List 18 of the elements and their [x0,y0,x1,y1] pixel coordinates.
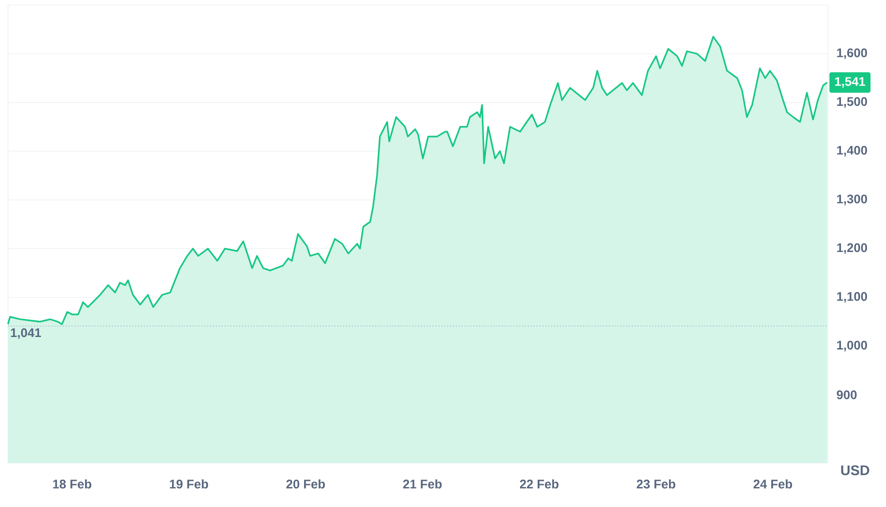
y-tick-label: 1,200 [837,243,868,254]
x-tick-label: 21 Feb [403,479,442,488]
x-tick-label: 18 Feb [53,479,92,488]
x-tick-label: 24 Feb [754,479,792,488]
x-tick-label: 19 Feb [170,479,208,488]
x-tick-label: 23 Feb [636,479,676,489]
x-tick-label: 20 Feb [286,479,325,488]
y-tick-label: 1,600 [837,48,868,60]
x-tick-label: 22 Feb [520,479,558,488]
y-tick-label: 1,500 [837,97,868,108]
y-tick-label: 1,100 [837,292,868,303]
y-tick-label: 1,000 [837,340,868,352]
ref-line-label: 1,041 [10,328,42,339]
y-axis-title: USD [841,465,870,476]
y-tick-label: 1,400 [837,146,868,156]
annotation: 1,541 [835,77,866,88]
y-tick-label: 900 [836,390,857,400]
y-tick-label: 1,300 [837,194,868,206]
